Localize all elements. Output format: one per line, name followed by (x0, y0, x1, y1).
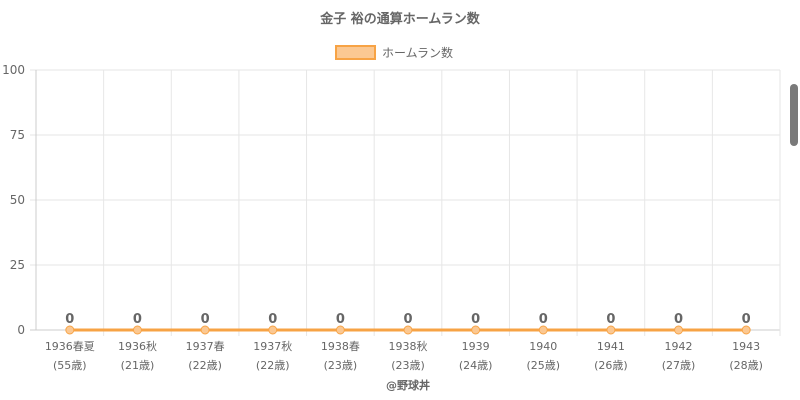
x-tick-label: 1938春 (321, 340, 360, 353)
x-tick-label: 1942 (665, 340, 693, 353)
y-tick-label: 25 (10, 258, 25, 272)
x-tick-label: 1937秋 (253, 339, 292, 353)
x-tick-sublabel: (22歳) (188, 359, 222, 372)
y-tick-label: 75 (10, 128, 25, 142)
data-point[interactable] (335, 325, 345, 335)
credit-label: @野球丼 (386, 378, 430, 392)
legend-label[interactable]: ホームラン数 (382, 45, 453, 60)
data-point[interactable] (674, 325, 684, 335)
data-label: 0 (336, 312, 345, 327)
data-label: 0 (65, 312, 74, 327)
x-tick-sublabel: (23歳) (391, 359, 425, 372)
x-tick-sublabel: (21歳) (121, 359, 155, 372)
legend[interactable]: ホームラン数 (335, 45, 453, 60)
x-tick-label: 1938秋 (389, 339, 428, 353)
series-ホームラン数 (65, 325, 751, 335)
x-tick-label: 1937春 (186, 340, 225, 353)
x-tick-sublabel: (26歳) (594, 359, 628, 372)
data-labels: 0 0 0 0 0 0 0 0 0 0 0 (65, 312, 750, 327)
data-point[interactable] (200, 325, 210, 335)
x-tick-label: 1936秋 (118, 339, 157, 353)
x-tick-sublabel: (24歳) (459, 359, 493, 372)
x-tick-sublabel: (22歳) (256, 359, 290, 372)
x-tick-sublabel: (27歳) (662, 359, 696, 372)
y-tick-label: 0 (17, 323, 25, 337)
data-label: 0 (268, 312, 277, 327)
data-point[interactable] (538, 325, 548, 335)
x-tick-label: 1939 (462, 340, 490, 353)
grid-lines (30, 69, 781, 336)
x-tick-label: 1941 (597, 340, 625, 353)
data-point[interactable] (606, 325, 616, 335)
legend-swatch[interactable] (335, 45, 376, 60)
data-label: 0 (606, 312, 615, 327)
x-tick-sublabel: (55歳) (53, 359, 87, 372)
y-tick-label: 100 (2, 63, 25, 77)
x-tick-sublabel: (28歳) (729, 359, 763, 372)
y-tick-label: 50 (10, 193, 25, 207)
data-point[interactable] (403, 325, 413, 335)
data-point[interactable] (132, 325, 142, 335)
data-point[interactable] (471, 325, 481, 335)
data-label: 0 (133, 312, 142, 327)
data-label: 0 (471, 312, 480, 327)
x-tick-sublabel: (25歳) (526, 359, 560, 372)
data-point[interactable] (65, 325, 75, 335)
x-tick-sublabel: (23歳) (324, 359, 358, 372)
data-label: 0 (403, 312, 412, 327)
data-point[interactable] (268, 325, 278, 335)
y-axis: 0 25 50 75 100 (2, 63, 25, 337)
chart-title: 金子 裕の通算ホームラン数 (319, 11, 480, 27)
data-label: 0 (674, 312, 683, 327)
data-label: 0 (201, 312, 210, 327)
x-axis: 1936春夏 (55歳) 1936秋 (21歳) 1937春 (22歳) 1937秋 (22歳… (45, 339, 763, 372)
data-label: 0 (539, 312, 548, 327)
x-tick-label: 1936春夏 (45, 340, 95, 353)
scrollbar-thumb[interactable] (790, 84, 798, 146)
data-point[interactable] (741, 325, 751, 335)
data-label: 0 (742, 312, 751, 327)
x-tick-label: 1940 (529, 340, 557, 353)
x-tick-label: 1943 (732, 340, 760, 353)
